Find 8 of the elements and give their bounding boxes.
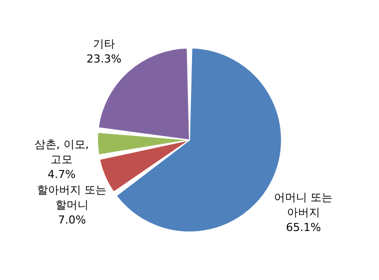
slice-label: 어머니 또는 아버지	[274, 191, 333, 220]
slice-label: 삼촌, 이모, 고모	[34, 138, 89, 166]
data-label: 65.1%	[286, 221, 321, 234]
data-label: 4.7%	[48, 168, 76, 182]
slice-label: 기타	[93, 38, 116, 51]
data-label: 23.3%	[86, 52, 122, 66]
slice-label: 할아버지 또는 할머니	[37, 184, 107, 212]
data-label: 7.0%	[58, 214, 86, 227]
